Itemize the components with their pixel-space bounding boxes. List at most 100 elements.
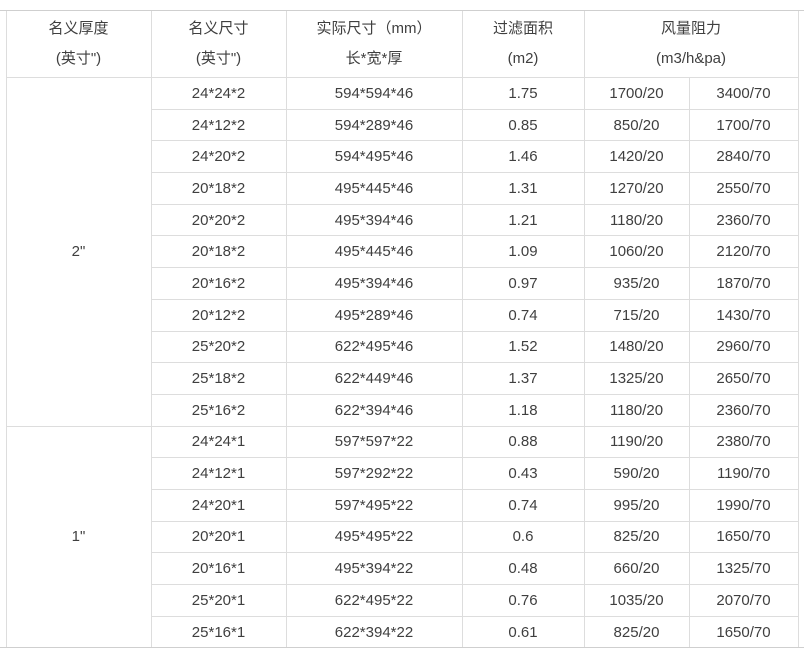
table-cell: 0.48 — [461, 552, 585, 585]
table-cell: 20*16*2 — [150, 267, 287, 300]
table-cell: 1.46 — [461, 140, 585, 174]
table-cell: 495*289*46 — [285, 298, 463, 332]
table-cell: 0.74 — [461, 488, 585, 522]
table-row: 25*18*2 622*449*46 1.37 1325/20 2650/70 — [6, 362, 799, 395]
table-cell: 0.85 — [461, 108, 585, 142]
table-row: 24*12*1 597*292*22 0.43 590/20 1190/70 — [6, 457, 799, 490]
table-cell: 24*12*1 — [150, 457, 287, 490]
filter-spec-table: 名义厚度 (英寸") 名义尺寸 (英寸") 实际尺寸（mm） 长*宽*厚 过滤面… — [5, 11, 799, 648]
table-cell: 1325/70 — [688, 552, 799, 585]
table-cell: 495*394*46 — [285, 267, 463, 300]
table-cell: 1325/20 — [583, 362, 690, 395]
table-cell: 594*495*46 — [285, 140, 463, 174]
table-cell: 2360/70 — [688, 203, 799, 237]
table-cell: 594*289*46 — [285, 108, 463, 142]
table-cell: 622*495*46 — [285, 330, 463, 364]
table-cell: 24*12*2 — [150, 108, 287, 142]
table-row: 20*20*1 495*495*22 0.6 825/20 1650/70 — [6, 520, 799, 554]
table-row: 25*20*1 622*495*22 0.76 1035/20 2070/70 — [6, 584, 799, 617]
header-airflow-resistance: 风量阻力 (m3/h&pa) — [583, 11, 799, 78]
table-cell: 0.88 — [461, 425, 585, 459]
table-cell: 2380/70 — [688, 425, 799, 459]
table-cell: 495*445*46 — [285, 235, 463, 269]
table-cell: 715/20 — [583, 298, 690, 332]
table-cell: 0.6 — [461, 520, 585, 554]
table-cell: 2650/70 — [688, 362, 799, 395]
table-cell: 1480/20 — [583, 330, 690, 364]
table-row: 24*20*1 597*495*22 0.74 995/20 1990/70 — [6, 488, 799, 522]
header-line: 名义厚度 — [48, 20, 109, 37]
table-cell: 25*20*2 — [150, 330, 287, 364]
table-cell: 1.31 — [461, 172, 585, 205]
thickness-cell: 2" — [5, 77, 152, 427]
header-filter-area: 过滤面积 (m2) — [461, 11, 585, 78]
table-cell: 1650/70 — [688, 520, 799, 554]
table-cell: 594*594*46 — [285, 77, 463, 110]
table-cell: 995/20 — [583, 488, 690, 522]
table-cell: 2120/70 — [688, 235, 799, 269]
header-line: (英寸") — [195, 50, 242, 67]
table-row: 20*20*2 495*394*46 1.21 1180/20 2360/70 — [6, 203, 799, 237]
header-line: 实际尺寸（mm） — [316, 20, 432, 37]
table-cell: 2070/70 — [688, 584, 799, 617]
table-cell: 495*445*46 — [285, 172, 463, 205]
table-cell: 1.52 — [461, 330, 585, 364]
table-cell: 1430/70 — [688, 298, 799, 332]
table-cell: 622*394*22 — [285, 615, 463, 648]
table-cell: 1190/20 — [583, 425, 690, 459]
table-cell: 1180/20 — [583, 393, 690, 427]
table-cell: 1650/70 — [688, 615, 799, 648]
table-cell: 2360/70 — [688, 393, 799, 427]
spec-table-wrapper: 名义厚度 (英寸") 名义尺寸 (英寸") 实际尺寸（mm） 长*宽*厚 过滤面… — [0, 10, 804, 649]
table-cell: 1060/20 — [583, 235, 690, 269]
table-cell: 1700/70 — [688, 108, 799, 142]
table-cell: 20*20*2 — [150, 203, 287, 237]
table-row: 20*18*2 495*445*46 1.09 1060/20 2120/70 — [6, 235, 799, 269]
table-row: 2" 24*24*2 594*594*46 1.75 1700/20 3400/70 — [5, 77, 799, 427]
table-cell: 0.76 — [461, 584, 585, 617]
table-cell: 1035/20 — [583, 584, 690, 617]
table-cell: 24*20*1 — [150, 488, 287, 522]
table-cell: 3400/70 — [688, 77, 799, 110]
header-line: (m2) — [507, 50, 539, 67]
table-row: 25*16*1 622*394*22 0.61 825/20 1650/70 — [6, 615, 799, 648]
table-cell: 590/20 — [583, 457, 690, 490]
table-cell: 622*495*22 — [285, 584, 463, 617]
table-cell: 20*20*1 — [150, 520, 287, 554]
table-row: 20*18*2 495*445*46 1.31 1270/20 2550/70 — [6, 172, 799, 205]
table-cell: 1.21 — [461, 203, 585, 237]
table-cell: 660/20 — [583, 552, 690, 585]
table-cell: 25*16*2 — [150, 393, 287, 427]
table-cell: 20*16*1 — [150, 552, 287, 585]
table-cell: 495*495*22 — [285, 520, 463, 554]
table-cell: 1270/20 — [583, 172, 690, 205]
table-cell: 1.37 — [461, 362, 585, 395]
table-cell: 597*495*22 — [285, 488, 463, 522]
header-nominal-size: 名义尺寸 (英寸") — [150, 11, 287, 78]
table-body: 2" 24*24*2 594*594*46 1.75 1700/20 3400/70 24*… — [5, 77, 799, 648]
table-cell: 25*20*1 — [150, 584, 287, 617]
table-cell: 1420/20 — [583, 140, 690, 174]
table-cell: 1.18 — [461, 393, 585, 427]
table-cell: 2840/70 — [688, 140, 799, 174]
table-cell: 0.61 — [461, 615, 585, 648]
table-cell: 20*18*2 — [150, 235, 287, 269]
table-cell: 25*16*1 — [150, 615, 287, 648]
table-cell: 24*24*2 — [150, 77, 287, 110]
table-cell: 1870/70 — [688, 267, 799, 300]
thickness-cell: 1" — [5, 425, 152, 648]
table-row: 24*20*2 594*495*46 1.46 1420/20 2840/70 — [6, 140, 799, 174]
table-cell: 597*597*22 — [285, 425, 463, 459]
table-cell: 622*449*46 — [285, 362, 463, 395]
table-cell: 1.09 — [461, 235, 585, 269]
table-row: 24*12*2 594*289*46 0.85 850/20 1700/70 — [6, 108, 799, 142]
table-cell: 2550/70 — [688, 172, 799, 205]
header-row: 名义厚度 (英寸") 名义尺寸 (英寸") 实际尺寸（mm） 长*宽*厚 过滤面… — [5, 11, 799, 78]
table-cell: 2960/70 — [688, 330, 799, 364]
table-row: 1" 24*24*1 597*597*22 0.88 1190/20 2380/70 — [5, 425, 799, 648]
table-cell: 20*12*2 — [150, 298, 287, 332]
table-cell: 825/20 — [583, 615, 690, 648]
table-header: 名义厚度 (英寸") 名义尺寸 (英寸") 实际尺寸（mm） 长*宽*厚 过滤面… — [5, 11, 799, 78]
header-line: 过滤面积 — [492, 20, 553, 37]
header-line: (英寸") — [55, 50, 102, 67]
